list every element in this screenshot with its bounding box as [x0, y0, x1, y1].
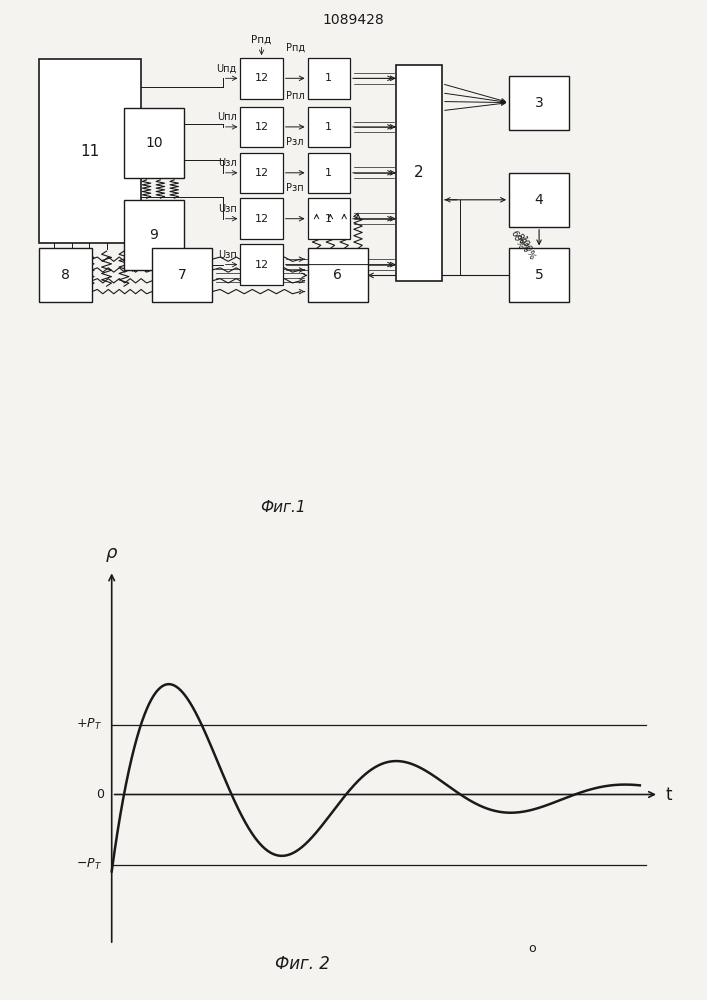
- Text: 1: 1: [325, 214, 332, 224]
- Text: 1: 1: [325, 73, 332, 83]
- Text: Uзп: Uзп: [218, 204, 237, 214]
- Bar: [396, 65, 442, 281]
- Text: 12: 12: [255, 260, 269, 270]
- Text: 1089428: 1089428: [322, 13, 385, 27]
- Text: 2: 2: [414, 165, 423, 180]
- Text: 5: 5: [534, 268, 544, 282]
- Text: 9: 9: [149, 228, 158, 242]
- Bar: [240, 153, 283, 193]
- Text: Pзл: Pзл: [286, 137, 304, 147]
- Text: 8: 8: [61, 268, 70, 282]
- Text: 60%: 60%: [509, 230, 526, 252]
- Bar: [240, 107, 283, 147]
- Text: 12: 12: [255, 73, 269, 83]
- Text: $-\mathit{P}_T$: $-\mathit{P}_T$: [76, 857, 103, 872]
- Bar: [39, 248, 92, 302]
- Text: $+\mathit{P}_T$: $+\mathit{P}_T$: [76, 717, 103, 732]
- Bar: [509, 248, 569, 302]
- Text: Pпл: Pпл: [286, 91, 305, 101]
- Bar: [509, 173, 569, 227]
- Bar: [240, 58, 283, 99]
- Text: Uзп: Uзп: [218, 250, 237, 260]
- Text: 3: 3: [534, 96, 544, 110]
- Bar: [124, 108, 184, 178]
- Text: 6: 6: [333, 268, 342, 282]
- Text: 10: 10: [145, 136, 163, 150]
- Text: 11: 11: [81, 144, 100, 159]
- Bar: [39, 59, 141, 243]
- Text: 12: 12: [255, 214, 269, 224]
- Text: Pпд: Pпд: [252, 35, 271, 45]
- Text: Uпл: Uпл: [217, 112, 237, 122]
- Text: Фиг. 2: Фиг. 2: [275, 955, 330, 973]
- Text: t: t: [665, 786, 672, 804]
- Text: 1: 1: [325, 168, 332, 178]
- Bar: [308, 198, 350, 239]
- Text: Uпд: Uпд: [216, 64, 237, 74]
- Text: 0: 0: [96, 788, 104, 801]
- Bar: [308, 58, 350, 99]
- Bar: [124, 200, 184, 270]
- Text: 4: 4: [534, 193, 544, 207]
- Bar: [308, 107, 350, 147]
- Bar: [152, 248, 212, 302]
- Bar: [240, 244, 283, 285]
- Bar: [308, 153, 350, 193]
- Bar: [240, 198, 283, 239]
- Text: Фиг.1: Фиг.1: [260, 500, 305, 515]
- Text: 1: 1: [325, 122, 332, 132]
- Text: 12: 12: [255, 122, 269, 132]
- Text: Pзп: Pзп: [286, 183, 304, 193]
- Text: Uзл: Uзл: [218, 158, 237, 168]
- Text: 80%: 80%: [513, 232, 530, 254]
- Text: 12: 12: [255, 168, 269, 178]
- Text: $\rho$: $\rho$: [105, 546, 118, 564]
- Bar: [509, 76, 569, 130]
- Text: o: o: [528, 942, 535, 955]
- Text: 100%: 100%: [518, 235, 537, 262]
- Text: 7: 7: [177, 268, 187, 282]
- Text: Pпд: Pпд: [286, 43, 305, 53]
- Bar: [308, 248, 368, 302]
